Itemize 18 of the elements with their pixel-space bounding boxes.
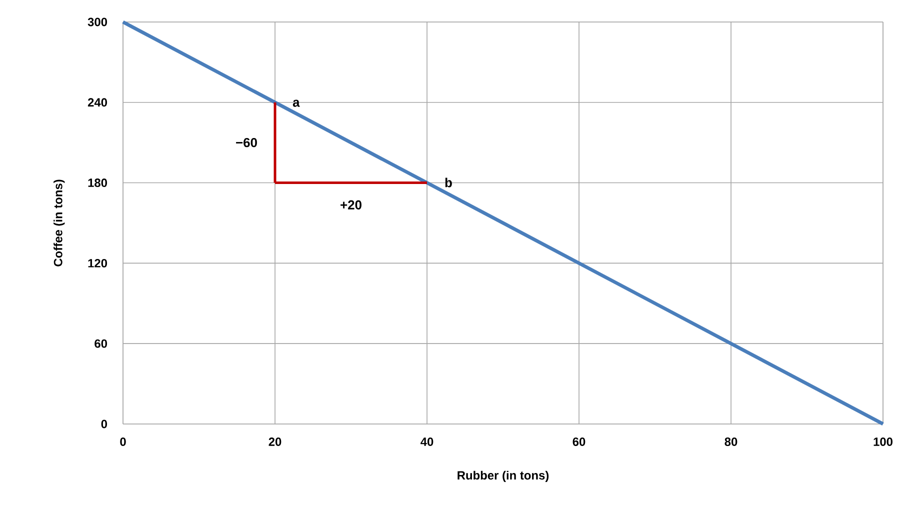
annotation: −60 [236, 138, 257, 148]
y-tick-label: 180 [88, 178, 107, 188]
y-axis-title: Coffee (in tons) [54, 180, 65, 266]
x-tick-label: 100 [874, 438, 892, 446]
annotation: +20 [340, 200, 362, 210]
y-tick-label: 0 [101, 420, 107, 428]
x-tick-label: 80 [724, 438, 738, 446]
x-tick-label: 40 [420, 438, 434, 446]
y-tick-label: 120 [88, 258, 107, 268]
x-tick-label: 60 [572, 438, 586, 446]
y-tick-label: 60 [94, 339, 107, 348]
y-tick-label: 300 [88, 18, 107, 26]
y-tick-label: 240 [88, 98, 107, 107]
x-tick-label: 0 [120, 438, 126, 446]
annotation: a [292, 100, 300, 107]
annotation: b [445, 178, 452, 188]
x-tick-label: 20 [268, 438, 282, 446]
x-axis-title: Rubber (in tons) [458, 470, 549, 482]
